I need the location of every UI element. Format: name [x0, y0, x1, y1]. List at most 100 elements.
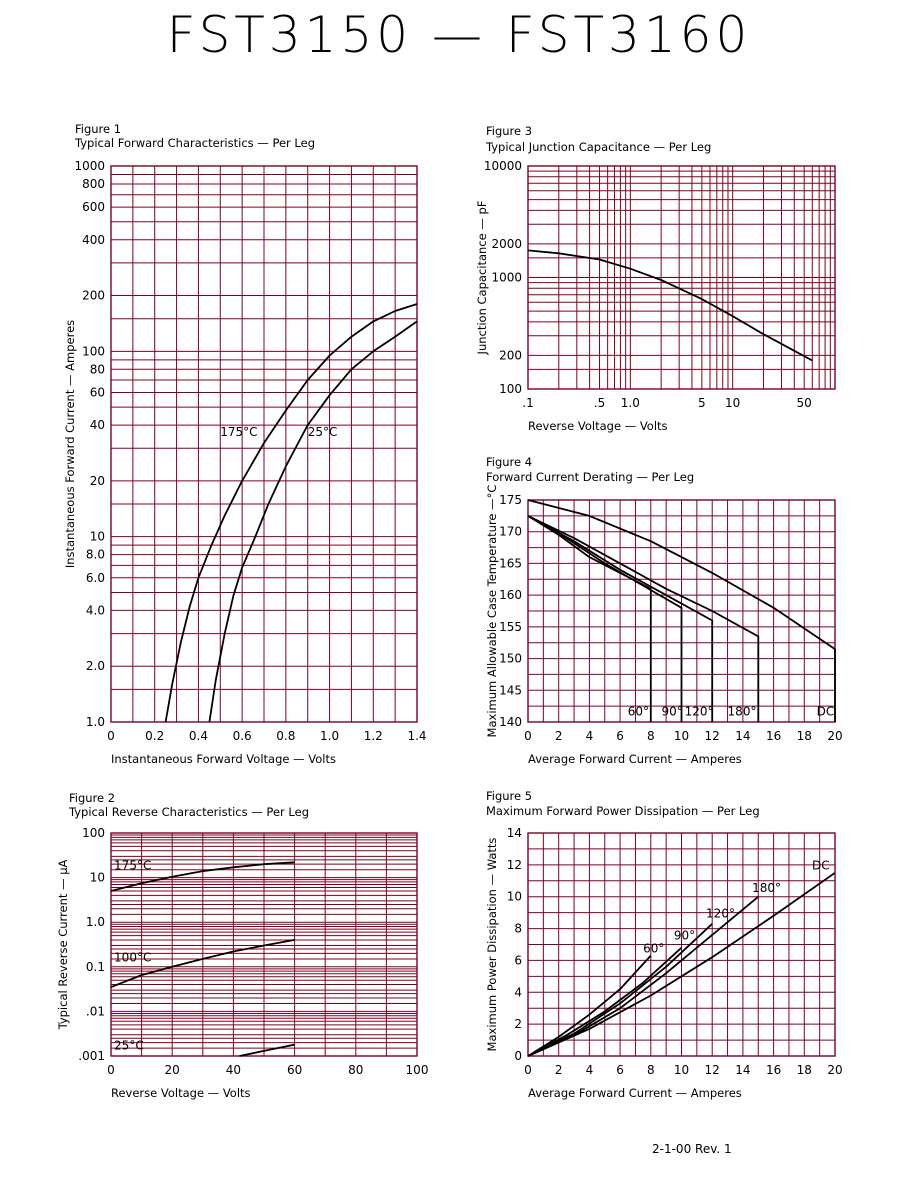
series-line-25C — [239, 1043, 295, 1057]
curve-label: 90° — [662, 705, 683, 719]
x-axis-label: Average Forward Current — Amperes — [528, 752, 742, 766]
curve-label: 25°C — [114, 1038, 144, 1052]
y-tick-label: 6.0 — [86, 571, 105, 585]
y-tick-label: 12 — [507, 858, 522, 872]
curve-label: 180° — [728, 705, 757, 719]
x-tick-label: 14 — [735, 1063, 750, 1077]
x-axis-label: Reverse Voltage — Volts — [111, 1086, 251, 1100]
x-tick-label: 16 — [766, 729, 781, 743]
curve-label: DC — [812, 859, 830, 873]
y-tick-label: 1000 — [74, 159, 105, 173]
x-tick-label: 1.2 — [364, 729, 383, 743]
chart-fig4: 0 2 4 6 8 10 12 14 16 18 20 140 145 150 155 160 165 170 17… — [485, 455, 843, 766]
x-tick-label: 10 — [674, 1063, 689, 1077]
x-tick-label: 2 — [555, 729, 563, 743]
x-tick-label: 18 — [797, 1063, 812, 1077]
y-axis-label: Junction Capacitance — pF — [475, 201, 489, 356]
y-tick-label: 80 — [90, 362, 105, 376]
curve-label: 60° — [628, 705, 649, 719]
y-tick-label: 100 — [82, 344, 105, 358]
x-tick-label: 1.0 — [621, 396, 640, 410]
curve-label: 90° — [674, 929, 695, 943]
x-axis-label: Reverse Voltage — Volts — [528, 419, 668, 433]
y-axis-label: Maximum Power Dissipation — Watts — [485, 838, 499, 1052]
y-tick-label: 4.0 — [86, 603, 105, 617]
x-tick-label: 6 — [616, 1063, 624, 1077]
x-tick-label: 10 — [725, 396, 740, 410]
series-line-0 — [527, 249, 813, 362]
chart-title: Forward Current Derating — Per Leg — [486, 470, 694, 484]
curve-label: 175°C — [220, 425, 257, 439]
x-tick-label: 20 — [827, 1063, 842, 1077]
x-axis-label: Instantaneous Forward Voltage — Volts — [111, 752, 336, 766]
x-axis-label: Average Forward Current — Amperes — [528, 1086, 742, 1100]
series-line-DC — [527, 872, 836, 1057]
x-tick-label: 20 — [165, 1063, 180, 1077]
gridlines — [110, 832, 418, 1057]
x-tick-label: 14 — [735, 729, 750, 743]
series-line-175C — [164, 303, 418, 723]
x-tick-label: 0 — [524, 1063, 532, 1077]
x-tick-label: 40 — [226, 1063, 241, 1077]
y-tick-label: 40 — [90, 418, 105, 432]
curve-label: 120° — [706, 906, 735, 920]
x-tick-label: 0.2 — [145, 729, 164, 743]
x-tick-label: 80 — [348, 1063, 363, 1077]
chart-title: Typical Forward Characteristics — Per Le… — [74, 136, 315, 150]
series-line-60 — [527, 515, 652, 722]
x-tick-label: 4 — [586, 1063, 594, 1077]
x-tick-label: 60 — [287, 1063, 302, 1077]
x-tick-label: 1.4 — [407, 729, 426, 743]
series-line-100C — [110, 939, 295, 988]
curve-label: 60° — [643, 941, 664, 955]
series-line-60 — [527, 954, 652, 1057]
curve-label: 25°C — [308, 425, 338, 439]
page-title: FST3150 — FST3160 — [166, 6, 752, 64]
revision-footer: 2-1-00 Rev. 1 — [652, 1142, 732, 1156]
figure-number: Figure 3 — [486, 124, 532, 138]
y-tick-label: 14 — [507, 826, 522, 840]
series-line-180 — [527, 515, 760, 722]
y-tick-label: .001 — [78, 1049, 105, 1063]
series-line-120 — [527, 923, 713, 1057]
curve-label: 100°C — [114, 951, 151, 965]
x-tick-label: 1.0 — [320, 729, 339, 743]
y-tick-label: 160 — [499, 588, 522, 602]
x-tick-label: 8 — [647, 729, 655, 743]
y-tick-label: 8.0 — [86, 548, 105, 562]
x-tick-label: 2 — [555, 1063, 563, 1077]
figure-number: Figure 1 — [75, 122, 121, 136]
y-tick-label: 170 — [499, 525, 522, 539]
plot-frame — [110, 165, 418, 723]
y-tick-label: 2.0 — [86, 659, 105, 673]
y-tick-label: 10 — [90, 530, 105, 544]
y-tick-label: 145 — [499, 683, 522, 697]
y-tick-label: 4 — [514, 985, 522, 999]
figure-number: Figure 4 — [486, 455, 532, 469]
y-axis-label: Maximum Allowable Case Temperature —°C — [485, 485, 499, 738]
figure-number: Figure 2 — [69, 791, 115, 805]
y-tick-label: 1000 — [491, 271, 522, 285]
x-tick-label: 8 — [647, 1063, 655, 1077]
series-line-25C — [208, 320, 418, 723]
y-tick-label: 150 — [499, 652, 522, 666]
y-tick-label: 400 — [82, 233, 105, 247]
y-tick-label: 200 — [499, 348, 522, 362]
x-tick-label: 0.4 — [189, 729, 208, 743]
y-tick-label: .01 — [86, 1004, 105, 1018]
curve-label: DC — [817, 705, 835, 719]
series-line-DC — [527, 499, 836, 722]
series-line-90 — [527, 947, 683, 1057]
y-tick-label: 60 — [90, 385, 105, 399]
x-tick-label: 0.6 — [233, 729, 252, 743]
x-tick-label: 0.8 — [276, 729, 295, 743]
curve-label: 175°C — [114, 859, 151, 873]
gridlines — [527, 832, 836, 1057]
y-tick-label: 800 — [82, 177, 105, 191]
x-tick-label: 4 — [586, 729, 594, 743]
series-line-120 — [527, 515, 714, 722]
y-tick-label: 1.0 — [86, 715, 105, 729]
